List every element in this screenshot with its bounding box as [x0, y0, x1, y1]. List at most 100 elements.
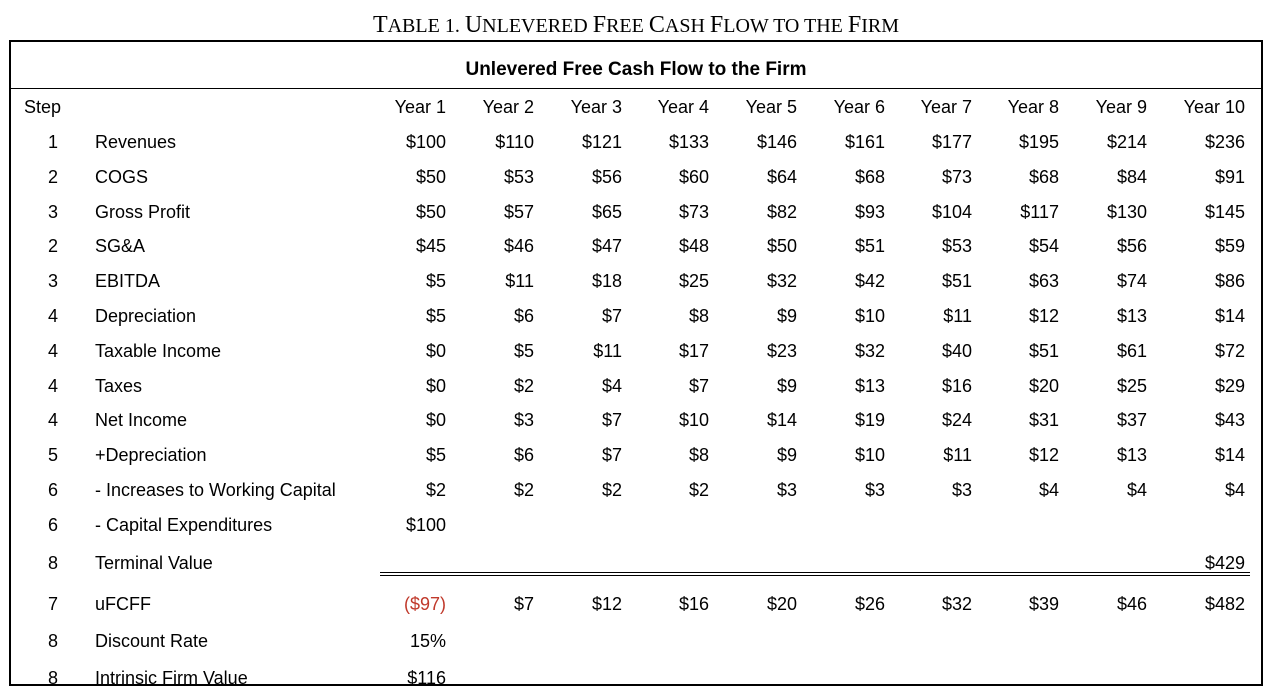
year-header: Year 3 [570, 97, 622, 117]
value-cell: $53 [503, 167, 534, 187]
header-row: Step Year 1 Year 2 Year 3 Year 4 Year 5 … [11, 90, 1256, 125]
step-number: 3 [47, 271, 58, 291]
step-number: 3 [47, 201, 58, 222]
row-label: - Capital Expenditures [95, 514, 273, 535]
step-number: 4 [47, 410, 58, 430]
value-cell: $20 [766, 593, 797, 614]
step-number: 6 [47, 514, 58, 535]
caption-text: TABLE 1. UNLEVERED FREE CASH FLOW TO THE… [372, 12, 900, 38]
value-cell: $5 [425, 271, 446, 291]
row-label: EBITDA [95, 271, 161, 291]
value-cell: $86 [1214, 271, 1245, 291]
value-cell: $64 [766, 167, 797, 187]
row-label: Revenues [95, 132, 177, 152]
value-cell: $14 [1214, 306, 1245, 326]
value-cell: $45 [415, 236, 446, 256]
value-cell: $100 [405, 132, 446, 152]
value-cell [797, 542, 885, 584]
value-cell [885, 659, 972, 697]
value-cell: $429 [1204, 552, 1245, 573]
value-cell: $14 [766, 410, 797, 430]
value-cell: $2 [513, 480, 534, 500]
table-row: 3 Gross Profit $50 $57 $65 $73 $82 $93 $104 $117 $… [11, 195, 1256, 229]
year-header: Year 7 [920, 97, 972, 117]
value-cell: $236 [1204, 132, 1245, 152]
value-cell: $73 [941, 167, 972, 187]
table-frame: Unlevered Free Cash Flow to the Firm Ste… [9, 40, 1263, 688]
value-cell: $7 [513, 593, 534, 614]
value-cell: $104 [931, 201, 972, 222]
value-cell: $7 [601, 410, 622, 430]
value-cell: $16 [678, 593, 709, 614]
value-cell: $47 [591, 236, 622, 256]
value-cell: $12 [1028, 445, 1059, 465]
value-cell: $18 [591, 271, 622, 291]
row-label: Discount Rate [95, 631, 209, 651]
table-row: 5 +Depreciation $5 $6 $7 $8 $9 $10 $11 $12 $13 $14 [11, 438, 1256, 473]
value-cell: $50 [766, 236, 797, 256]
value-cell: $11 [505, 271, 534, 291]
value-cell: $3 [951, 480, 972, 500]
value-cell: $25 [1116, 375, 1147, 396]
value-cell [446, 542, 534, 584]
title-divider [11, 88, 1261, 89]
value-cell: $12 [1028, 306, 1059, 326]
value-cell: $11 [943, 445, 972, 465]
value-cell [797, 624, 885, 659]
value-cell: $57 [503, 201, 534, 222]
table-row: 3 EBITDA $5 $11 $18 $25 $32 $42 $51 $63 $74 $86 [11, 264, 1256, 299]
value-cell [1059, 542, 1147, 584]
value-cell: $48 [678, 236, 709, 256]
step-number: 8 [47, 552, 58, 573]
step-number: 2 [47, 236, 58, 256]
value-cell: $16 [941, 375, 972, 396]
step-number: 1 [47, 132, 58, 152]
value-cell: $9 [776, 306, 797, 326]
year-header: Year 8 [1007, 97, 1059, 117]
value-cell [376, 542, 446, 584]
value-cell: $9 [776, 445, 797, 465]
value-cell: $51 [854, 236, 885, 256]
table-body: Step Year 1 Year 2 Year 3 Year 4 Year 5 … [11, 90, 1256, 697]
value-cell: 15% [409, 631, 446, 651]
value-cell: $39 [1028, 593, 1059, 614]
value-cell: $54 [1028, 236, 1059, 256]
value-cell [622, 659, 709, 697]
value-cell: $53 [941, 236, 972, 256]
value-cell: $91 [1214, 167, 1245, 187]
value-cell: $72 [1214, 341, 1245, 361]
value-cell [885, 624, 972, 659]
value-cell: $56 [591, 167, 622, 187]
value-cell: $63 [1028, 271, 1059, 291]
value-cell [622, 624, 709, 659]
value-cell: $37 [1116, 410, 1147, 430]
value-cell [1147, 508, 1245, 542]
table-row: 8 Discount Rate 15% [11, 624, 1256, 659]
value-cell: $9 [776, 375, 797, 396]
value-cell [972, 508, 1059, 542]
row-label: Intrinsic Firm Value [95, 667, 248, 688]
row-label: uFCFF [95, 593, 151, 614]
step-number: 8 [47, 667, 58, 688]
step-number: 4 [47, 341, 58, 361]
value-cell [1059, 659, 1147, 697]
value-cell: $19 [854, 410, 885, 430]
value-cell [797, 659, 885, 697]
value-cell: $50 [415, 167, 446, 187]
step-number: 4 [47, 375, 58, 396]
value-cell: $4 [1038, 480, 1059, 500]
value-cell: $73 [678, 201, 709, 222]
year-header: Year 10 [1183, 97, 1245, 117]
value-cell [534, 542, 622, 584]
value-cell: $65 [591, 201, 622, 222]
value-cell: $195 [1018, 132, 1059, 152]
value-cell: $51 [941, 271, 972, 291]
value-cell: $25 [678, 271, 709, 291]
value-cell: $7 [688, 375, 709, 396]
value-cell: $46 [1116, 593, 1147, 614]
row-label: COGS [95, 167, 149, 187]
value-cell: $56 [1116, 236, 1147, 256]
value-cell: $177 [931, 132, 972, 152]
value-cell: $145 [1204, 201, 1245, 222]
value-cell: $2 [513, 375, 534, 396]
